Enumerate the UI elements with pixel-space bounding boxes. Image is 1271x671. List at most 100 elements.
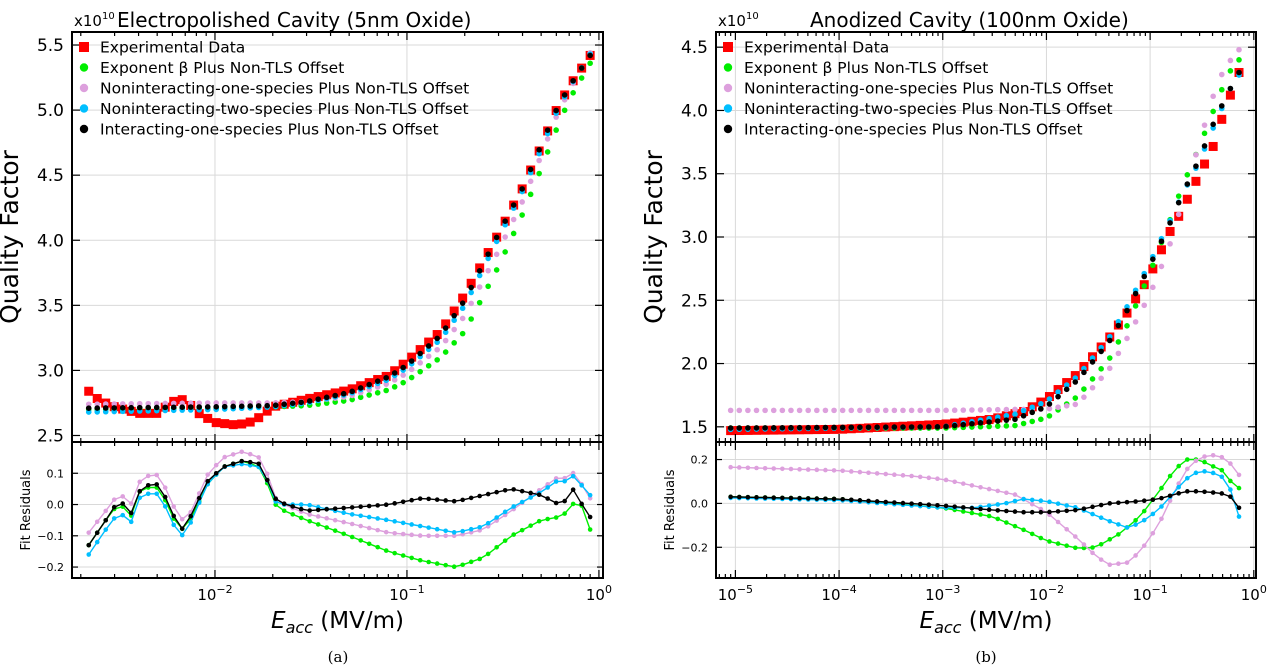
residual-point [736,465,742,470]
fit-point [1055,393,1061,400]
fit-point [727,425,734,431]
fit-point [476,284,483,290]
residual-point [969,510,975,516]
residual-point [831,496,837,502]
residual-point [1055,509,1061,514]
residual-point [179,526,185,531]
data-point-square [1131,294,1141,304]
fit-point [977,420,984,426]
data-point-square [1200,159,1210,169]
residual-point [409,555,414,561]
residual-point [94,530,100,536]
residual-point [426,559,431,565]
fit-point [323,394,330,401]
legend-marker-square [723,42,733,52]
residual-point [1004,508,1009,514]
fit-point [476,268,483,274]
residual-point [392,530,397,536]
residual-point [1047,509,1052,515]
fit-point [459,315,466,322]
fit-point [891,424,898,430]
y-tick-label: 3.5 [37,296,64,316]
fit-point [323,400,330,406]
fit-point [400,372,406,378]
fit-point [1072,395,1079,401]
x-tick-label: 100 [586,583,612,604]
residual-point [222,464,228,469]
residual-points [86,461,593,557]
fit-point [434,357,440,363]
residual-point [1004,500,1009,506]
fit-point [1046,405,1053,412]
fit-point [536,170,542,177]
residual-point [1219,491,1225,496]
fit-point [553,114,559,120]
fit-point [561,92,568,98]
residual-point [1081,542,1087,547]
residual-point [1185,457,1190,462]
residual-point [814,467,820,473]
offset-label: x1010 [74,11,115,30]
fit-point [1046,396,1053,402]
data-point-square [84,386,94,396]
residual-point [892,472,897,477]
fit-point [459,330,466,337]
residual-point [103,508,109,514]
residual-point [468,559,474,565]
fit-point [213,400,220,406]
residual-point [196,495,202,501]
data-point-square [203,413,213,423]
fit-point [1141,273,1148,280]
residual-point [154,491,160,497]
fit-point [1184,172,1191,178]
residual-point [1141,543,1147,548]
residual-point [1167,498,1173,504]
residual-point [485,551,491,557]
residual-point [736,494,742,500]
residual-point [1228,461,1233,466]
data-point-square [415,345,425,355]
residual-point [162,494,168,500]
fit-point [485,283,491,290]
residual-point [128,519,134,525]
fit-point [502,234,508,240]
fit-point [527,191,534,198]
residual-point [256,455,262,460]
fit-point [770,425,777,431]
residual-point [1098,502,1104,508]
residual-point [909,473,914,479]
residual-point [86,530,92,535]
x-tick-label: 10−2 [1029,583,1064,604]
residual-point [247,451,253,457]
residual-point [1012,498,1018,504]
fit-point [502,249,508,255]
residual-point [1236,505,1242,511]
residual-point [94,519,100,525]
fit-point [1046,413,1053,419]
fit-point [374,389,381,396]
fit-point [417,360,423,366]
fit-point [527,166,534,173]
fit-point [1201,122,1208,128]
tick-exponent: −4 [841,583,857,596]
fit-point [994,414,1001,421]
figure-caption: (a) [328,648,349,666]
residual-point [1090,504,1095,510]
fit-point [408,374,415,381]
residual-point [264,471,270,477]
residual-point [494,489,499,495]
fit-point [306,398,313,404]
residual-point [1055,501,1061,506]
y-tick-label: 2.5 [681,291,708,311]
fit-point [831,424,837,431]
fit-point [1046,401,1053,407]
residual-point [400,499,406,505]
residual-point [1073,545,1078,551]
fit-point [1115,322,1122,329]
residual-point [874,499,880,504]
residual-point [857,498,863,503]
residual-point [528,495,533,500]
fit-point [476,272,483,279]
fit-point [434,335,440,342]
residual-point [874,471,880,476]
